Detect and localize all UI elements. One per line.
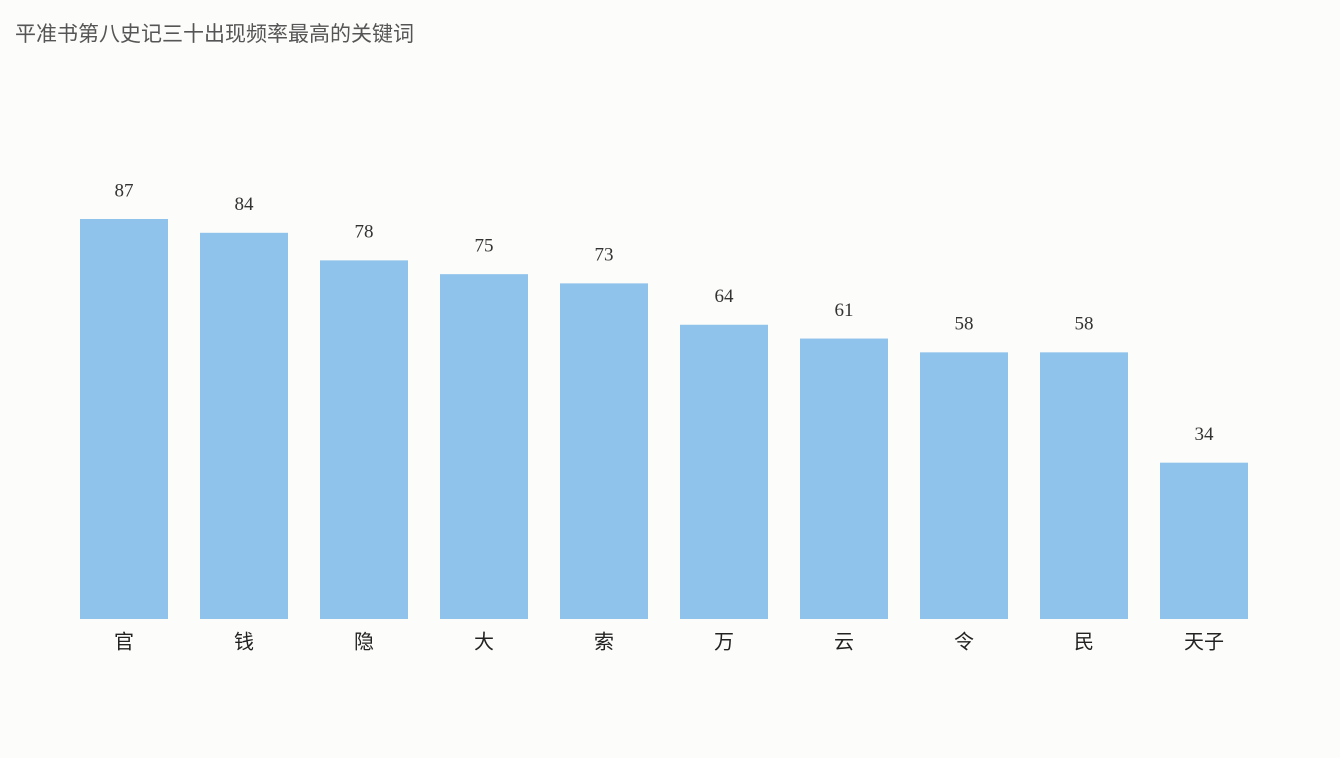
bar <box>1040 352 1128 619</box>
bar <box>80 219 168 619</box>
bar <box>1160 462 1248 619</box>
bar <box>200 232 288 620</box>
value-label: 61 <box>835 300 854 321</box>
bar <box>680 324 768 619</box>
value-label: 84 <box>235 194 255 215</box>
x-tick-label: 令 <box>954 631 974 654</box>
x-tick-label: 万 <box>714 632 734 654</box>
x-tick-label: 隐 <box>354 631 374 654</box>
value-label: 64 <box>715 286 735 307</box>
bar <box>560 283 648 619</box>
bar <box>800 338 888 619</box>
x-tick-label: 云 <box>834 632 854 654</box>
value-label: 34 <box>1195 424 1215 445</box>
value-label: 58 <box>955 314 974 335</box>
x-tick-label: 钱 <box>234 631 254 654</box>
value-label: 73 <box>595 245 614 266</box>
bar <box>320 260 408 619</box>
value-label: 58 <box>1075 314 1094 335</box>
chart-title: 平准书第八史记三十出现频率最高的关键词 <box>15 22 414 46</box>
x-tick-label: 官 <box>114 631 134 654</box>
x-tick-label: 索 <box>594 631 614 654</box>
value-label: 75 <box>475 236 494 257</box>
bar <box>440 274 528 619</box>
bar <box>920 352 1008 619</box>
x-tick-label: 民 <box>1074 632 1094 654</box>
x-tick-label: 大 <box>474 631 494 654</box>
value-label: 87 <box>115 180 134 201</box>
x-tick-label: 天子 <box>1184 632 1224 654</box>
value-label: 78 <box>355 222 374 243</box>
